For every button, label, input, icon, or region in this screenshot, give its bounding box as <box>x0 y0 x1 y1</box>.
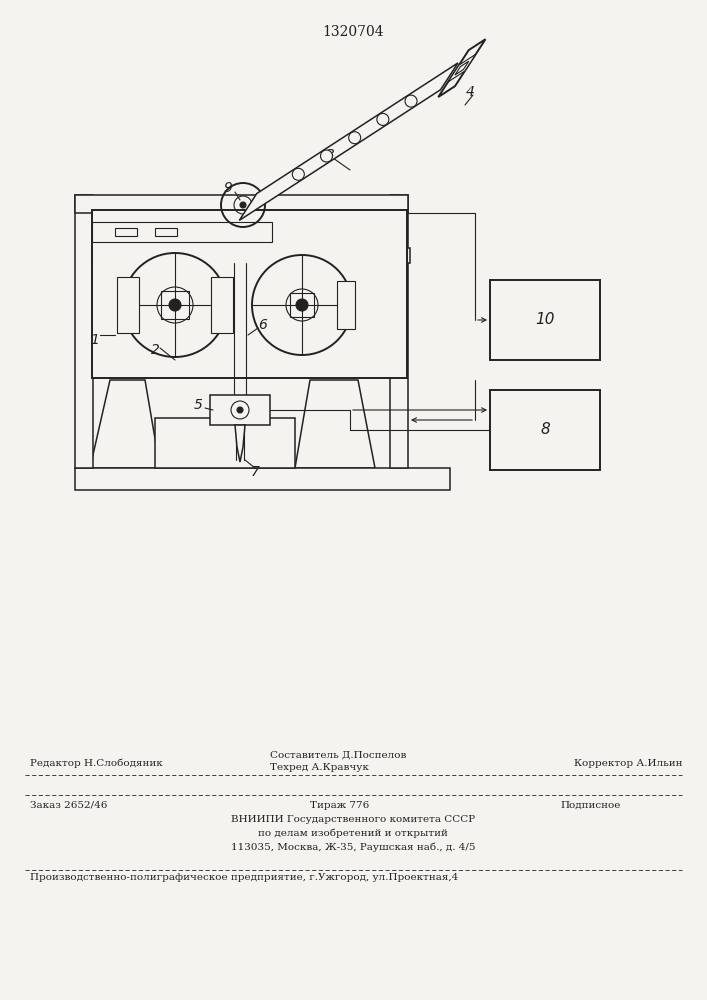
Circle shape <box>240 202 246 208</box>
Circle shape <box>377 113 389 125</box>
Text: Подписное: Подписное <box>560 800 620 810</box>
Polygon shape <box>235 425 245 462</box>
Polygon shape <box>295 380 375 468</box>
Bar <box>490 390 600 470</box>
Text: Производственно-полиграфическое предприятие, г.Ужгород, ул.Проектная,4: Производственно-полиграфическое предприя… <box>30 874 458 882</box>
Text: 7: 7 <box>250 465 259 479</box>
Circle shape <box>292 168 304 180</box>
Circle shape <box>405 95 417 107</box>
Bar <box>390 195 408 468</box>
Polygon shape <box>455 61 469 75</box>
Text: 6: 6 <box>259 318 267 332</box>
Text: 3: 3 <box>325 148 334 162</box>
Text: Составитель Д.Поспелов: Составитель Д.Поспелов <box>270 750 407 760</box>
Text: 9: 9 <box>223 181 233 195</box>
Bar <box>75 195 93 468</box>
Polygon shape <box>90 380 160 468</box>
Bar <box>210 395 270 425</box>
Bar <box>337 281 355 329</box>
Circle shape <box>237 407 243 413</box>
Bar <box>211 277 233 333</box>
Circle shape <box>169 299 181 311</box>
Bar <box>92 248 410 263</box>
Text: 5: 5 <box>194 398 202 412</box>
Polygon shape <box>448 54 476 82</box>
Text: 2: 2 <box>151 343 160 357</box>
Bar <box>75 195 408 213</box>
Text: по делам изобретений и открытий: по делам изобретений и открытий <box>258 828 448 838</box>
Bar <box>115 228 137 236</box>
Text: Техред А.Кравчук: Техред А.Кравчук <box>270 764 369 772</box>
Bar <box>161 291 189 319</box>
Circle shape <box>349 132 361 144</box>
Bar <box>155 228 177 236</box>
Text: 4: 4 <box>466 85 474 99</box>
Polygon shape <box>438 39 486 97</box>
Bar <box>117 277 139 333</box>
Bar <box>92 210 407 378</box>
Text: 10: 10 <box>535 312 555 328</box>
Bar <box>490 280 600 360</box>
Polygon shape <box>239 63 458 220</box>
Bar <box>75 468 450 490</box>
Bar <box>155 418 295 468</box>
Text: 1320704: 1320704 <box>322 25 384 39</box>
Bar <box>92 222 272 242</box>
Text: 113035, Москва, Ж-35, Раушская наб., д. 4/5: 113035, Москва, Ж-35, Раушская наб., д. … <box>230 842 475 852</box>
Bar <box>290 293 314 317</box>
Text: Корректор А.Ильин: Корректор А.Ильин <box>573 758 682 768</box>
Circle shape <box>296 299 308 311</box>
Text: 8: 8 <box>540 422 550 438</box>
Text: ВНИИПИ Государственного комитета СССР: ВНИИПИ Государственного комитета СССР <box>231 816 475 824</box>
Text: Редактор Н.Слободяник: Редактор Н.Слободяник <box>30 758 163 768</box>
Text: Тираж 776: Тираж 776 <box>310 800 369 810</box>
Text: 1: 1 <box>90 333 100 347</box>
Text: Заказ 2652/46: Заказ 2652/46 <box>30 800 107 810</box>
Circle shape <box>320 150 332 162</box>
